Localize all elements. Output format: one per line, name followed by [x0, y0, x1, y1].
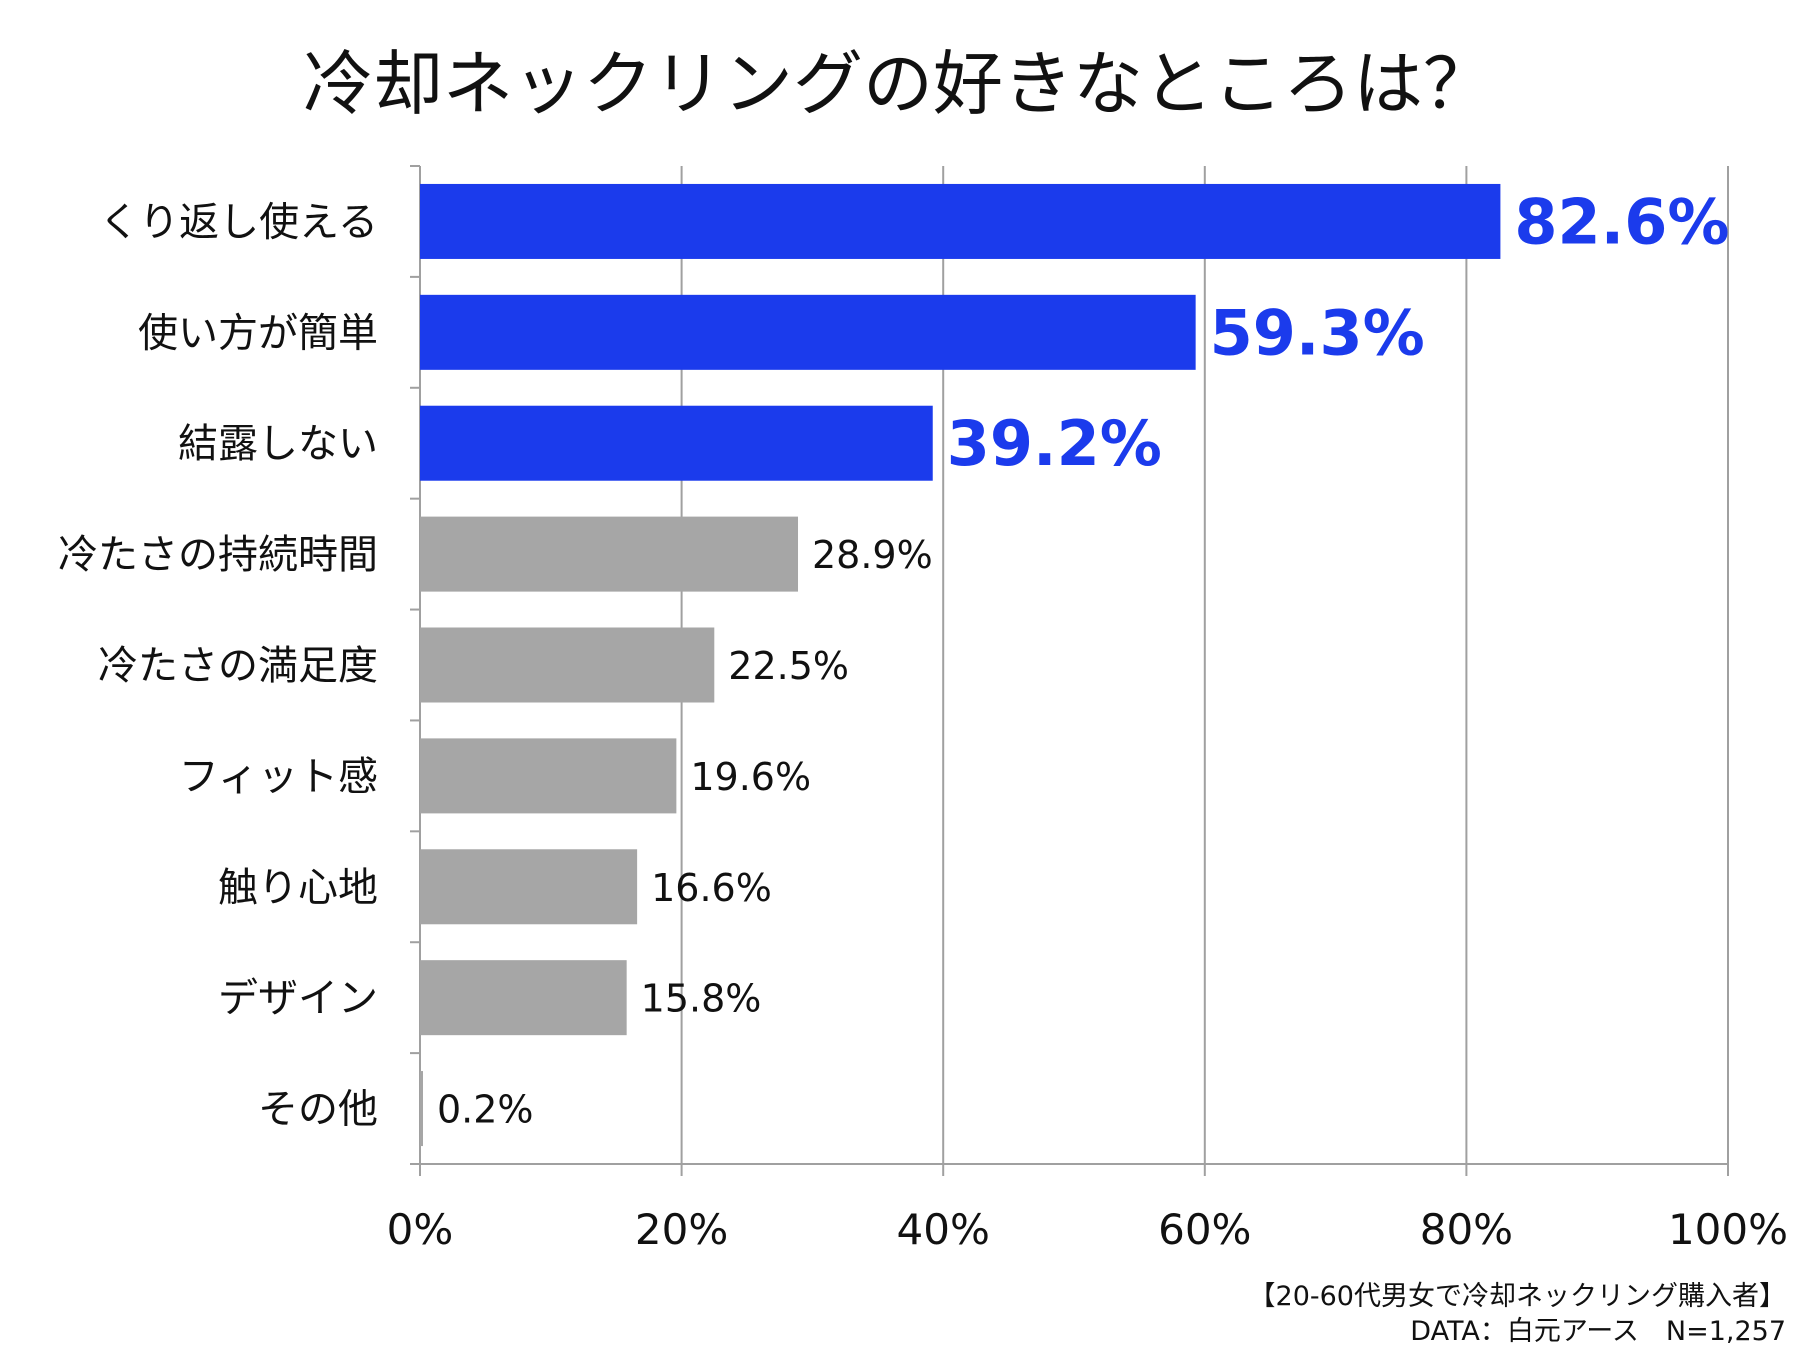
source-line-2: DATA：白元アース N=1,257: [1410, 1316, 1786, 1347]
x-tick-label: 0%: [387, 1205, 454, 1254]
value-label: 19.6%: [690, 755, 811, 799]
x-tick-label: 80%: [1420, 1205, 1513, 1254]
value-label: 39.2%: [947, 407, 1162, 480]
value-label: 59.3%: [1210, 296, 1425, 369]
value-label: 22.5%: [728, 644, 849, 688]
value-label: 28.9%: [812, 533, 933, 577]
value-label: 82.6%: [1514, 185, 1729, 258]
value-labels: 82.6% 59.3% 39.2% 28.9% 22.5% 19.6% 16.6% 15.8%…: [437, 185, 1730, 1131]
category-label: 冷たさの持続時間: [58, 532, 378, 578]
x-tick-label: 20%: [635, 1205, 728, 1254]
category-label: その他: [258, 1087, 378, 1133]
value-label: 16.6%: [651, 866, 772, 910]
x-tick-label: 100%: [1668, 1205, 1788, 1254]
bar-8: [420, 960, 627, 1036]
category-label: フィット感: [179, 754, 378, 800]
value-label: 15.8%: [641, 977, 762, 1021]
category-label: くり返し使える: [99, 199, 378, 245]
value-label: 0.2%: [437, 1088, 534, 1132]
category-label: 触り心地: [218, 865, 378, 911]
category-label: 使い方が簡単: [138, 310, 378, 356]
bar-2: [420, 294, 1196, 370]
x-axis-tick-labels: 0% 20% 40% 60% 80% 100%: [387, 1205, 1788, 1254]
bar-6: [420, 738, 677, 814]
x-tick-label: 40%: [897, 1205, 990, 1254]
bar-3: [420, 405, 933, 481]
x-tick-label: 60%: [1158, 1205, 1251, 1254]
bar-9: [420, 1071, 423, 1147]
bar-1: [420, 183, 1501, 259]
category-label: 冷たさの満足度: [98, 643, 378, 689]
bar-5: [420, 627, 715, 703]
chart-title: 冷却ネックリングの好きなところは？: [303, 43, 1493, 125]
source-line-1: 【20-60代男女で冷却ネックリング購入者】: [1249, 1281, 1786, 1312]
category-label: 結露しない: [178, 421, 378, 467]
bar-7: [420, 849, 638, 925]
category-labels: くり返し使える使い方が簡単結露しない冷たさの持続時間冷たさの満足度フィット感触り…: [58, 199, 378, 1132]
bar-4: [420, 516, 799, 592]
bars: [420, 183, 1501, 1147]
category-label: デザイン: [218, 976, 378, 1022]
